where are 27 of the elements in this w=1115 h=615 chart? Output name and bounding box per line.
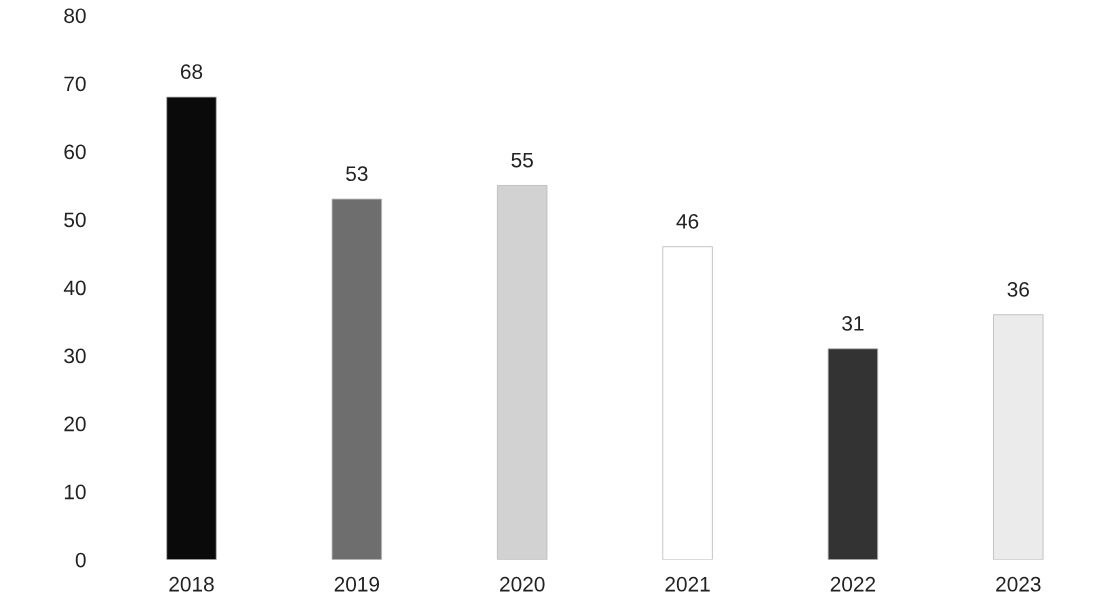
x-tick-label: 2019 <box>334 576 380 592</box>
bar <box>331 198 383 560</box>
x-tick-label: 2023 <box>996 576 1041 592</box>
data-label: 36 <box>1007 281 1029 297</box>
bar <box>166 96 217 560</box>
y-tick-label: 10 <box>64 484 86 500</box>
data-label: 53 <box>346 166 368 182</box>
y-tick-label: 50 <box>64 212 86 228</box>
x-tick-label: 2022 <box>830 576 876 592</box>
x-tick-label: 2020 <box>500 576 545 592</box>
data-label: 46 <box>676 213 699 229</box>
bar <box>993 314 1044 560</box>
y-tick-label: 40 <box>63 280 86 296</box>
x-tick-label: 2021 <box>665 576 710 592</box>
bar <box>496 185 548 560</box>
data-label: 55 <box>511 152 533 168</box>
bar <box>827 348 879 560</box>
data-label: 31 <box>842 315 864 331</box>
y-tick-label: 70 <box>64 76 86 92</box>
y-tick-label: 30 <box>64 348 86 364</box>
data-label: 68 <box>180 64 203 80</box>
bar <box>662 246 713 560</box>
x-tick-label: 2018 <box>169 576 214 592</box>
y-tick-label: 20 <box>64 416 86 432</box>
y-tick-label: 80 <box>64 8 86 24</box>
y-tick-label: 60 <box>64 144 86 160</box>
y-tick-label: 0 <box>75 552 86 568</box>
